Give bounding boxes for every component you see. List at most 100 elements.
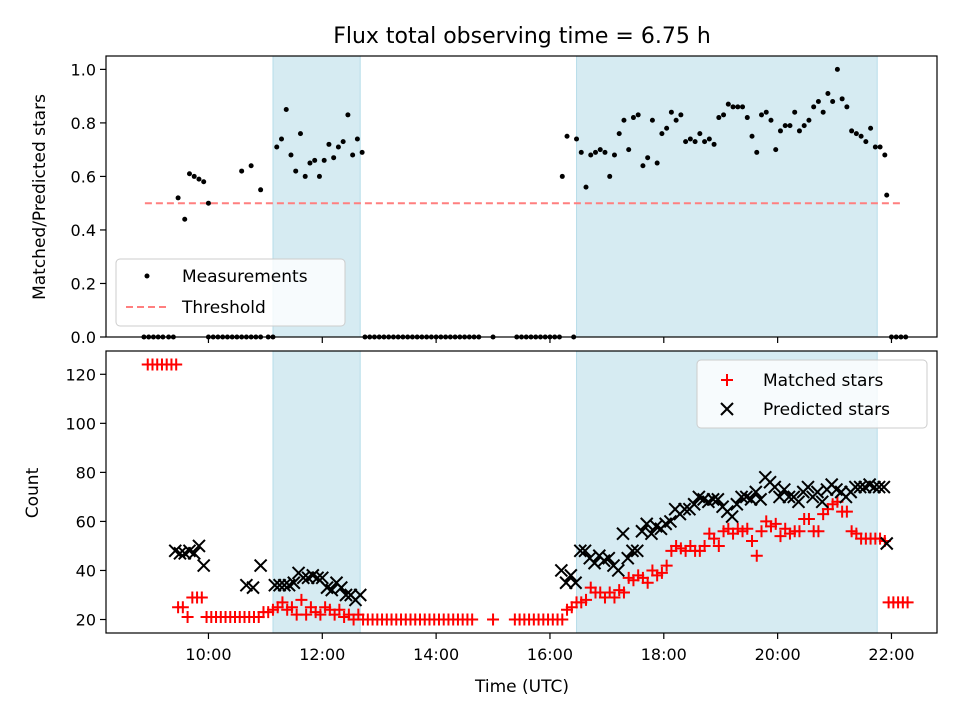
bottom-x-point (753, 492, 768, 507)
bottom-x-point (187, 546, 201, 561)
top-dot-point (630, 115, 636, 121)
bottom-x-point (616, 526, 630, 541)
top-dot-point (574, 136, 580, 142)
bottom-x-point (315, 571, 329, 585)
top-dot-point (777, 128, 783, 134)
x-tick-label: 14:00 (413, 645, 459, 664)
bottom-x-point (611, 563, 625, 578)
top-dot-point (331, 155, 337, 161)
top-dot-point (611, 152, 617, 158)
top-dot-point (288, 152, 294, 158)
top-dot-point (340, 139, 346, 145)
bottom-plus-point (774, 530, 787, 543)
top-dot-point (884, 192, 890, 198)
bottom-plus-point (195, 591, 208, 604)
bottom-plus-point (901, 596, 914, 609)
top-dot-point (863, 139, 869, 145)
bottom-x-point (246, 580, 260, 595)
top-dot-point (293, 168, 299, 174)
top-dot-point (868, 125, 874, 131)
top-dot-point (702, 139, 708, 145)
top-dot-point (716, 115, 722, 121)
bottom-x-point (687, 497, 701, 511)
bottom-y-axis-label: Count (23, 467, 43, 518)
top-dot-point (811, 104, 817, 110)
top-dot-point (858, 133, 864, 139)
top-legend: Measurements Threshold (115, 258, 346, 327)
bottom-plus-point (746, 535, 759, 548)
top-y-tick-label: 0.2 (71, 274, 96, 293)
bottom-plus-point (580, 593, 593, 606)
bottom-plus-point (487, 613, 500, 626)
top-dot-point (326, 141, 332, 147)
bottom-y-tick-label: 20 (76, 611, 96, 630)
bottom-plus-point (314, 608, 327, 621)
top-dot-point (354, 136, 360, 142)
top-dot-point (820, 109, 826, 115)
top-dot-point (877, 144, 883, 150)
bottom-x-point (578, 544, 592, 558)
bottom-x-point (782, 490, 796, 504)
legend-threshold-label: Threshold (181, 298, 266, 318)
bottom-plus-point (333, 603, 346, 616)
top-dot-point (697, 131, 703, 137)
top-dot-point (853, 131, 859, 137)
top-dot-point (307, 160, 313, 166)
bottom-x-point (677, 502, 692, 516)
top-dot-point (834, 66, 840, 72)
bottom-x-point (287, 576, 301, 590)
top-plot-frame (105, 55, 938, 338)
legend-measurements-label: Measurements (182, 267, 308, 287)
bottom-x-point (602, 551, 616, 565)
bottom-x-point (791, 495, 806, 509)
bottom-x-point (872, 480, 886, 494)
bottom-plus-point (608, 591, 621, 604)
top-y-axis-label: Matched/Predicted stars (30, 94, 50, 300)
top-dot-point (640, 163, 646, 169)
bottom-x-point (725, 509, 739, 524)
top-dot-point (692, 139, 698, 145)
bottom-plus-point (655, 566, 668, 579)
top-dot-point (649, 117, 655, 123)
top-dot-point (673, 117, 679, 123)
top-dot-point (792, 109, 798, 115)
top-dot-point (278, 136, 284, 142)
bottom-plus-point (750, 549, 763, 562)
bottom-plus-point (295, 593, 308, 606)
top-dot-point (592, 149, 598, 155)
top-dot-point (635, 112, 641, 118)
bottom-x-point (730, 497, 744, 511)
bottom-y-tick-label: 80 (76, 463, 96, 482)
bottom-plus-point (793, 525, 806, 538)
bottom-plus-point (698, 539, 711, 552)
top-dot-point (350, 152, 356, 158)
top-dot-point (345, 112, 351, 118)
top-dot-point (182, 216, 188, 222)
bottom-plus-point (802, 512, 815, 525)
top-dot-point (749, 133, 755, 139)
top-dot-point (297, 131, 303, 137)
top-dot-point (186, 171, 192, 177)
top-dot-point (825, 90, 831, 96)
bottom-plus-point (812, 525, 825, 538)
bottom-x-point (625, 544, 640, 558)
top-dot-point (645, 155, 651, 161)
legend-predicted-label: Predicted stars (763, 400, 890, 420)
top-dot-point (335, 144, 341, 150)
top-dot-point (839, 96, 845, 102)
bottom-plot-frame (105, 350, 938, 634)
top-y-tick-label: 0.8 (71, 114, 96, 133)
top-dot-point (359, 149, 365, 155)
top-dot-point (754, 149, 760, 155)
top-panel: 0.0 0.2 0.4 0.6 0.8 1.0 (71, 55, 938, 347)
top-dot-point (564, 133, 570, 139)
top-dot-point (801, 123, 807, 129)
x-axis-label: Time (UTC) (474, 677, 569, 697)
bottom-plus-point (276, 596, 289, 609)
top-dot-point (763, 109, 769, 115)
bottom-plus-point (755, 525, 768, 538)
top-y-tick-label: 0.6 (71, 167, 96, 186)
bottom-x-point (573, 544, 588, 558)
top-dot-point (602, 149, 608, 155)
top-y-tick-label: 1.0 (71, 60, 96, 79)
